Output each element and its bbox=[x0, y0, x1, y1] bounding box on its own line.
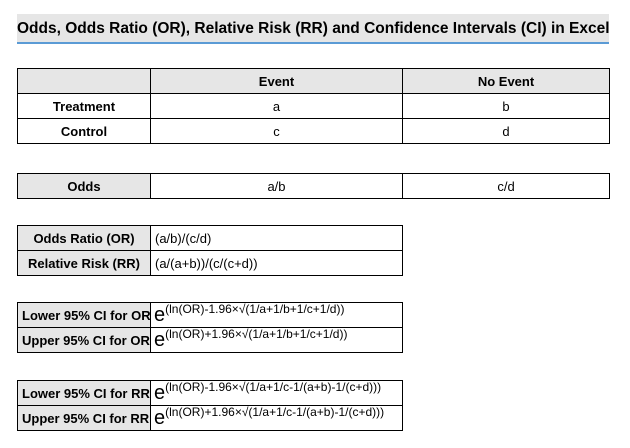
table-row: Odds Ratio (OR) (a/b)/(c/d) bbox=[17, 225, 403, 251]
exp-exponent: (ln(OR)+1.96×√(1/a+1/c-1/(a+b)-1/(c+d))) bbox=[165, 405, 385, 420]
table-row: Control c d bbox=[17, 118, 610, 144]
odds-label: Odds bbox=[17, 173, 151, 199]
exp-exponent: (ln(OR)+1.96×√(1/a+1/b+1/c+1/d)) bbox=[165, 327, 348, 342]
row-label-treatment: Treatment bbox=[17, 93, 151, 119]
exp-exponent: (ln(OR)-1.96×√(1/a+1/c-1/(a+b)-1/(c+d))) bbox=[165, 380, 382, 395]
header-event: Event bbox=[150, 68, 403, 94]
ratio-table: Odds Ratio (OR) (a/b)/(c/d) Relative Ris… bbox=[17, 225, 403, 276]
cell-control-event: c bbox=[150, 118, 403, 144]
header-no-event: No Event bbox=[402, 68, 610, 94]
exp-base: e bbox=[154, 304, 166, 326]
row-label-control: Control bbox=[17, 118, 151, 144]
odds-event: a/b bbox=[150, 173, 403, 199]
exp-base: e bbox=[154, 329, 166, 351]
table-row: Relative Risk (RR) (a/(a+b))/(c/(c+d)) bbox=[17, 250, 403, 276]
lower-ci-or-label: Lower 95% CI for OR bbox=[17, 302, 151, 328]
lower-ci-or-formula: e(ln(OR)-1.96×√(1/a+1/b+1/c+1/d)) bbox=[150, 302, 403, 328]
corner-cell bbox=[17, 68, 151, 94]
table-header-row: Event No Event bbox=[17, 68, 610, 94]
upper-ci-or-formula: e(ln(OR)+1.96×√(1/a+1/b+1/c+1/d)) bbox=[150, 327, 403, 353]
table-row: Lower 95% CI for RR e(ln(OR)-1.96×√(1/a+… bbox=[17, 380, 403, 406]
table-row: Upper 95% CI for OR e(ln(OR)+1.96×√(1/a+… bbox=[17, 327, 403, 353]
odds-ratio-label: Odds Ratio (OR) bbox=[17, 225, 151, 251]
table-row: Upper 95% CI for RR e(ln(OR)+1.96×√(1/a+… bbox=[17, 405, 403, 431]
exp-exponent: (ln(OR)-1.96×√(1/a+1/b+1/c+1/d)) bbox=[165, 302, 345, 317]
contingency-table: Event No Event Treatment a b Control c d bbox=[17, 68, 610, 144]
table-row: Treatment a b bbox=[17, 93, 610, 119]
odds-table: Odds a/b c/d bbox=[17, 173, 610, 199]
ci-rr-table: Lower 95% CI for RR e(ln(OR)-1.96×√(1/a+… bbox=[17, 380, 403, 431]
upper-ci-rr-formula: e(ln(OR)+1.96×√(1/a+1/c-1/(a+b)-1/(c+d))… bbox=[150, 405, 403, 431]
ci-or-table: Lower 95% CI for OR e(ln(OR)-1.96×√(1/a+… bbox=[17, 302, 403, 353]
cell-control-no-event: d bbox=[402, 118, 610, 144]
table-row: Lower 95% CI for OR e(ln(OR)-1.96×√(1/a+… bbox=[17, 302, 403, 328]
cell-treatment-event: a bbox=[150, 93, 403, 119]
exp-base: e bbox=[154, 382, 166, 404]
upper-ci-rr-label: Upper 95% CI for RR bbox=[17, 405, 151, 431]
relative-risk-formula: (a/(a+b))/(c/(c+d)) bbox=[150, 250, 403, 276]
lower-ci-rr-label: Lower 95% CI for RR bbox=[17, 380, 151, 406]
upper-ci-or-label: Upper 95% CI for OR bbox=[17, 327, 151, 353]
odds-no-event: c/d bbox=[402, 173, 610, 199]
relative-risk-label: Relative Risk (RR) bbox=[17, 250, 151, 276]
table-row: Odds a/b c/d bbox=[17, 173, 610, 199]
odds-ratio-formula: (a/b)/(c/d) bbox=[150, 225, 403, 251]
lower-ci-rr-formula: e(ln(OR)-1.96×√(1/a+1/c-1/(a+b)-1/(c+d))… bbox=[150, 380, 403, 406]
cell-treatment-no-event: b bbox=[402, 93, 610, 119]
page-title: Odds, Odds Ratio (OR), Relative Risk (RR… bbox=[17, 14, 610, 44]
exp-base: e bbox=[154, 407, 166, 429]
